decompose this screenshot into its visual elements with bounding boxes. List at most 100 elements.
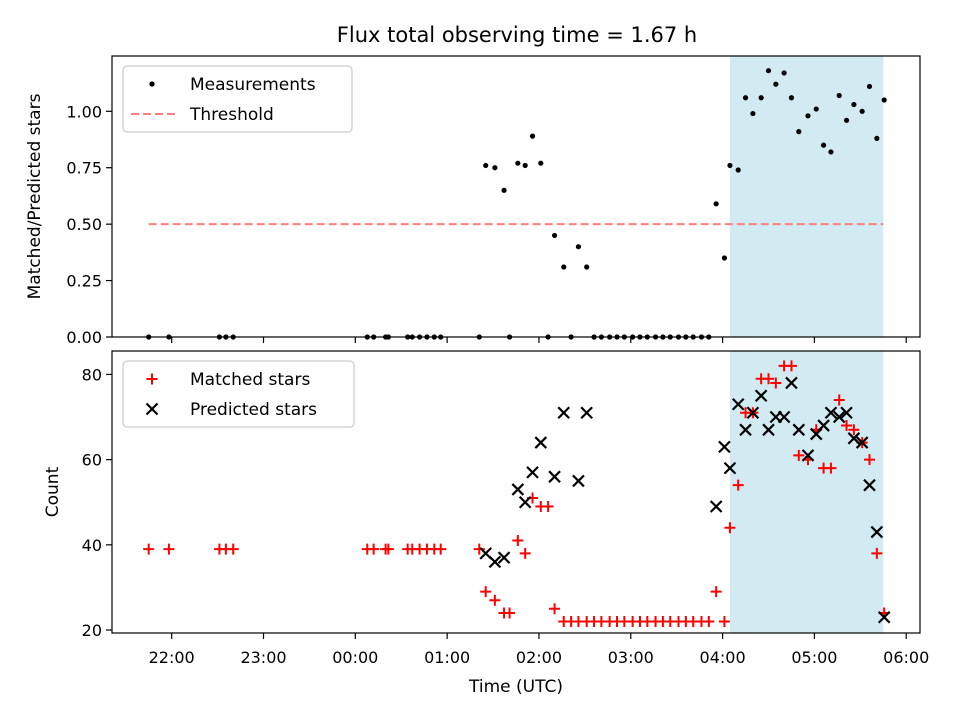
predicted-star-point [777, 410, 791, 424]
predicted-star-point [572, 474, 585, 488]
matched-star-point [549, 603, 561, 615]
x-tick-label: 23:00 [240, 648, 286, 667]
matched-star-point [703, 615, 715, 627]
y-tick-label: 80 [82, 365, 102, 384]
measurement-point [773, 81, 779, 87]
y-tick-label: 0.50 [66, 215, 102, 234]
matched-star-point [763, 373, 774, 385]
x-tick-label: 03:00 [608, 648, 654, 667]
measurement-point [735, 167, 741, 173]
predicted-star-point [817, 419, 830, 432]
measurement-point [758, 95, 764, 101]
matched-star-point [770, 377, 782, 389]
matched-star-point [848, 424, 860, 436]
measurement-point [813, 106, 819, 112]
x-tick-label: 22:00 [149, 648, 195, 667]
matched-star-point [833, 394, 845, 406]
measurement-point [501, 187, 507, 193]
predicted-star-point [792, 423, 806, 437]
matched-star-point [710, 586, 722, 598]
y-tick-label: 0.00 [66, 328, 102, 347]
predicted-star-point [855, 436, 869, 449]
axes-frame [111, 55, 921, 338]
predicted-star-point [739, 423, 752, 437]
measurement-point [836, 92, 842, 99]
measurement-point [515, 160, 521, 166]
predicted-star-point [526, 466, 539, 479]
measurement-point [713, 201, 719, 207]
legend-marker-matched [146, 373, 158, 385]
legend-box [122, 65, 353, 133]
measurement-point [805, 113, 811, 119]
measurement-point [529, 133, 536, 139]
predicted-star-point [863, 478, 876, 492]
predicted-star-point [746, 406, 760, 420]
legend-label: Matched stars [190, 370, 310, 390]
matched-star-point [163, 543, 175, 555]
predicted-star-point [718, 440, 731, 454]
x-tick-label: 01:00 [424, 648, 470, 667]
matched-star-point [871, 547, 883, 559]
measurement-point [828, 149, 834, 155]
matched-star-point [519, 547, 531, 559]
matched-star-point [732, 479, 744, 491]
matched-star-point [542, 500, 554, 512]
y-axis-label: Matched/Predicted stars [25, 93, 45, 299]
x-tick-label: 02:00 [516, 648, 562, 667]
y-tick-label: 0.75 [66, 159, 102, 178]
matched-star-point [473, 543, 485, 555]
matched-star-point [864, 454, 875, 466]
measurement-point [551, 232, 558, 239]
x-tick-label: 00:00 [332, 648, 378, 667]
highlight-span [729, 351, 884, 633]
axes-frame [111, 350, 921, 634]
x-tick-label: 04:00 [700, 648, 746, 667]
measurement-point [483, 162, 489, 169]
measurement-point [575, 244, 582, 250]
measurement-point [561, 264, 567, 270]
y-tick-label: 20 [82, 621, 102, 640]
matched-star-point [512, 535, 524, 547]
legend-label: Predicted stars [190, 400, 317, 420]
matched-star-point [480, 586, 492, 598]
matched-star-point [825, 462, 837, 474]
matched-star-point [793, 449, 805, 461]
predicted-star-point [731, 397, 745, 411]
measurement-point [584, 264, 590, 270]
matched-star-point [785, 360, 797, 372]
matched-star-point [841, 420, 853, 432]
predicted-star-point [709, 500, 723, 513]
predicted-star-point [832, 410, 846, 424]
legend-marker-predicted [145, 402, 159, 416]
matched-star-point [435, 543, 447, 555]
measurement-point [820, 142, 827, 148]
measurement-point [796, 129, 802, 135]
measurement-point [843, 117, 850, 123]
y-tick-label: 1.00 [66, 102, 102, 121]
y-axis-label: Count [43, 466, 63, 517]
y-tick-label: 0.25 [66, 272, 102, 291]
predicted-star-point [840, 406, 853, 420]
predicted-star-point [824, 406, 838, 420]
y-tick-label: 40 [82, 536, 102, 555]
matched-star-point [382, 543, 394, 555]
matched-star-point [724, 522, 736, 534]
measurement-point [750, 110, 756, 117]
matched-star-point [504, 607, 516, 619]
measurement-point [765, 68, 772, 74]
measurement-point [859, 108, 865, 114]
x-axis-label: Time (UTC) [468, 677, 563, 697]
measurement-point [788, 95, 795, 101]
x-tick-label: 05:00 [791, 648, 837, 667]
measurement-point [781, 70, 787, 76]
measurement-point [851, 101, 857, 108]
predicted-star-point [488, 555, 502, 569]
predicted-star-point [785, 376, 798, 390]
legend: Matched stars Predicted stars [122, 360, 355, 428]
predicted-star-point [754, 389, 768, 403]
predicted-star-point [847, 432, 861, 445]
bottom-panel: 20 40 60 80 22:00 23:00 00:00 01:00 02:00 03:00 04… [43, 350, 929, 697]
measurement-point [866, 83, 873, 90]
